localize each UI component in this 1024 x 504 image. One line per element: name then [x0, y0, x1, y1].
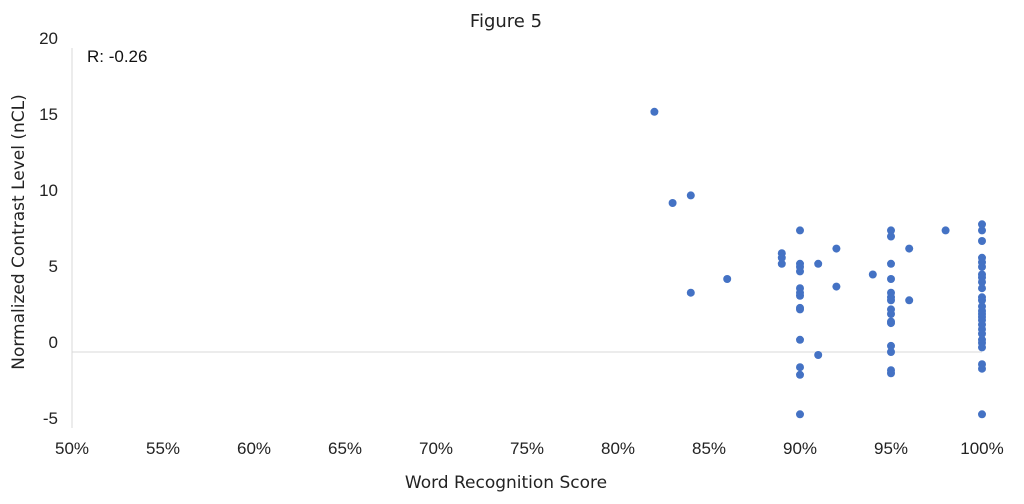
scatter-point — [796, 226, 804, 235]
scatter-point — [814, 351, 823, 359]
scatter-point — [796, 335, 804, 344]
scatter-point — [796, 410, 804, 419]
scatter-point — [887, 296, 895, 305]
x-axis-label: Word Recognition Score — [405, 473, 607, 493]
scatter-point — [723, 275, 732, 283]
scatter-point — [796, 305, 804, 314]
scatter-point — [814, 259, 823, 268]
y-axis-label: Normalized Contrast Level (nCL) — [9, 94, 29, 370]
x-axis-ticks: 50% 55% 60% 65% 70% 75% 80% 85% 90% 95% 100% — [55, 439, 1004, 458]
scatter-point — [887, 348, 895, 356]
correlation-annotation: R: -0.26 — [87, 47, 147, 66]
scatter-point — [978, 296, 986, 305]
y-tick-label: -5 — [43, 409, 58, 428]
scatter-point — [887, 319, 895, 328]
y-tick-label: 20 — [39, 29, 58, 48]
scatter-point — [668, 199, 677, 207]
scatter-point — [650, 107, 659, 116]
x-tick-label: 95% — [874, 439, 908, 458]
scatter-point — [777, 259, 786, 268]
scatter-point — [686, 288, 695, 297]
scatter-point — [978, 410, 986, 419]
scatter-point — [978, 220, 986, 229]
scatter-point — [796, 267, 804, 276]
scatter-point — [905, 244, 914, 253]
y-tick-label: 10 — [39, 181, 58, 200]
scatter-point — [978, 284, 986, 293]
chart-title: Figure 5 — [470, 11, 542, 32]
scatter-point — [796, 291, 804, 300]
x-tick-label: 90% — [783, 439, 817, 458]
x-tick-label: 60% — [237, 439, 271, 458]
x-tick-label: 70% — [419, 439, 453, 458]
y-tick-label: 0 — [49, 333, 58, 352]
scatter-point — [978, 329, 986, 338]
scatter-point — [887, 369, 895, 378]
data-points — [650, 107, 986, 419]
x-tick-label: 75% — [510, 439, 544, 458]
scatter-point — [887, 226, 895, 235]
scatter-point — [796, 370, 804, 379]
scatter-point — [887, 341, 895, 350]
scatter-point — [887, 275, 895, 283]
x-tick-label: 85% — [692, 439, 726, 458]
scatter-point — [978, 226, 986, 235]
scatter-point — [777, 253, 786, 262]
scatter-point — [887, 259, 895, 268]
x-tick-label: 65% — [328, 439, 362, 458]
scatter-point — [978, 343, 986, 352]
scatter-point — [978, 364, 986, 373]
x-tick-label: 55% — [146, 439, 180, 458]
scatter-point — [868, 270, 877, 279]
y-axis-ticks: -5 0 5 10 15 20 — [39, 29, 58, 428]
scatter-point — [887, 310, 895, 318]
scatter-point — [941, 226, 950, 235]
x-tick-label: 80% — [601, 439, 635, 458]
y-tick-label: 5 — [49, 257, 58, 276]
scatter-point — [686, 191, 695, 200]
scatter-point — [978, 237, 986, 245]
y-tick-label: 15 — [39, 105, 58, 124]
scatter-point — [832, 282, 841, 291]
scatter-point — [978, 278, 986, 287]
scatter-point — [887, 232, 895, 241]
scatter-point — [905, 296, 914, 305]
scatter-point — [796, 363, 804, 372]
x-tick-label: 100% — [960, 439, 1003, 458]
scatter-point — [832, 244, 841, 253]
x-tick-label: 50% — [55, 439, 89, 458]
scatter-point — [978, 262, 986, 271]
